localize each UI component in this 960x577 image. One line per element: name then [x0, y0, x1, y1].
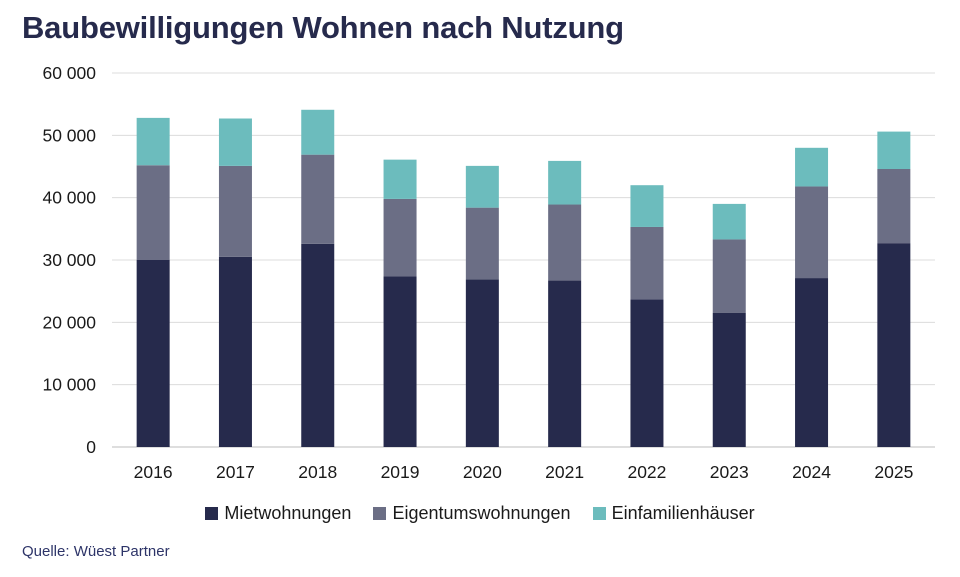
bar-einfamilienhäuser	[712, 203, 746, 240]
x-tick-label: 2024	[792, 462, 831, 482]
legend-swatch	[373, 507, 387, 520]
bar-eigentumswohnungen	[795, 186, 829, 279]
bar-einfamilienhäuser	[548, 160, 582, 205]
y-tick-label: 0	[86, 437, 96, 457]
bar-einfamilienhäuser	[218, 118, 252, 166]
x-tick-label: 2021	[545, 462, 584, 482]
legend-label: Einfamilienhäuser	[611, 503, 755, 523]
bar-einfamilienhäuser	[465, 165, 499, 208]
bar-eigentumswohnungen	[136, 165, 170, 260]
bar-mietwohnungen	[301, 243, 335, 447]
x-tick-label: 2018	[298, 462, 337, 482]
bar-eigentumswohnungen	[218, 165, 252, 257]
bar-mietwohnungen	[877, 243, 911, 447]
y-tick-label: 40 000	[42, 188, 96, 208]
chart-title: Baubewilligungen Wohnen nach Nutzung	[22, 10, 624, 45]
y-tick-label: 30 000	[42, 250, 96, 270]
legend-label: Eigentumswohnungen	[392, 503, 571, 523]
bar-eigentumswohnungen	[630, 226, 664, 300]
bar-eigentumswohnungen	[301, 154, 335, 244]
bar-mietwohnungen	[465, 279, 499, 447]
source-note: Quelle: Wüest Partner	[22, 543, 170, 560]
x-tick-label: 2016	[134, 462, 173, 482]
bar-mietwohnungen	[136, 260, 170, 447]
legend-item: Mietwohnungen	[205, 503, 351, 524]
bar-mietwohnungen	[383, 276, 417, 447]
x-tick-label: 2025	[874, 462, 913, 482]
bar-eigentumswohnungen	[465, 207, 499, 280]
legend-swatch	[592, 507, 606, 520]
y-tick-label: 10 000	[42, 375, 96, 395]
bar-eigentumswohnungen	[548, 204, 582, 281]
bar-einfamilienhäuser	[630, 185, 664, 227]
x-tick-label: 2017	[216, 462, 255, 482]
x-tick-label: 2022	[627, 462, 666, 482]
x-tick-label: 2019	[381, 462, 420, 482]
x-tick-label: 2020	[463, 462, 502, 482]
bar-mietwohnungen	[548, 280, 582, 447]
legend-item: Eigentumswohnungen	[373, 503, 571, 524]
legend-label: Mietwohnungen	[224, 503, 352, 523]
legend-item: Einfamilienhäuser	[592, 503, 755, 524]
legend: Mietwohnungen Eigentumswohnungen Einfamili…	[0, 503, 960, 524]
y-tick-label: 20 000	[42, 312, 96, 332]
bar-eigentumswohnungen	[712, 239, 746, 313]
bar-eigentumswohnungen	[383, 198, 417, 277]
bar-mietwohnungen	[218, 256, 252, 447]
x-tick-label: 2023	[710, 462, 749, 482]
bar-mietwohnungen	[712, 312, 746, 447]
bar-mietwohnungen	[795, 278, 829, 447]
bar-einfamilienhäuser	[301, 109, 335, 155]
bar-einfamilienhäuser	[136, 117, 170, 166]
bar-einfamilienhäuser	[795, 147, 829, 187]
y-tick-label: 60 000	[42, 63, 96, 83]
y-tick-label: 50 000	[42, 125, 96, 145]
bar-einfamilienhäuser	[877, 131, 911, 169]
legend-swatch	[205, 507, 219, 520]
bar-eigentumswohnungen	[877, 168, 911, 244]
bar-einfamilienhäuser	[383, 159, 417, 199]
bar-mietwohnungen	[630, 299, 664, 447]
